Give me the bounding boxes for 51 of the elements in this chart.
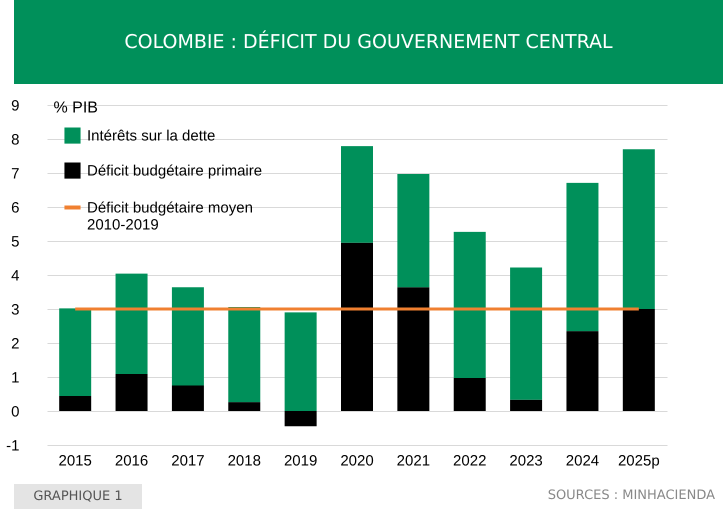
bar (341, 146, 373, 243)
bar (59, 308, 92, 396)
x-tick-label: 2015 (58, 452, 92, 470)
y-tick-label: 1 (11, 370, 20, 386)
text: GRAPHIQUE 1 (14, 484, 142, 509)
legend-label: Déficit budgétaire primaire (87, 162, 262, 180)
bar (284, 411, 317, 426)
y-tick-label: 3 (11, 302, 20, 318)
bar (510, 400, 542, 411)
y-tick-label: 8 (11, 132, 20, 148)
bar (172, 386, 204, 411)
y-tick-label: 5 (11, 234, 20, 250)
legend-label: Intérêts sur la dette (87, 128, 216, 144)
bar (566, 331, 598, 411)
x-tick-label: 2018 (228, 452, 261, 470)
x-tick-label: 2024 (566, 452, 600, 470)
x-tick-label: 2022 (453, 452, 486, 470)
y-axis-title: % PIB (54, 100, 98, 116)
bar (454, 232, 486, 378)
y-tick-label: 7 (11, 166, 20, 182)
x-tick-label: 2023 (509, 452, 543, 470)
bar (116, 274, 148, 374)
bar (341, 242, 373, 411)
y-tick-label: -1 (6, 438, 20, 454)
source-note: SOURCES : MINHACIENDA (548, 488, 715, 503)
bar (228, 306, 260, 402)
bar (566, 182, 598, 332)
x-tick-label: 2020 (340, 452, 374, 470)
x-tick-label: 2021 (396, 452, 430, 470)
bar (397, 287, 430, 411)
y-tick-label: 0 (11, 404, 20, 420)
x-tick-label: 2019 (284, 452, 318, 470)
bar (59, 396, 92, 411)
bar (228, 402, 260, 411)
bar (172, 287, 204, 386)
bar (116, 374, 148, 411)
bar (510, 268, 542, 400)
chart-title: COLOMBIE : DÉFICIT DU GOUVERNEMENT CENTRAL (14, 0, 723, 84)
y-tick-label: 6 (11, 200, 20, 216)
y-tick-label: 2 (11, 336, 20, 352)
y-tick-label: 9 (11, 98, 20, 114)
x-tick-label: 2017 (171, 452, 205, 470)
x-tick-label: 2016 (114, 452, 148, 470)
legend-label: Déficit budgétaire moyen 2010-2019 (87, 200, 253, 234)
x-tick-label: 2025p (618, 452, 660, 470)
bar (397, 174, 430, 288)
bar (622, 149, 655, 309)
bar (284, 312, 317, 411)
bar (454, 378, 486, 411)
y-tick-label: 4 (11, 268, 20, 284)
bar (622, 309, 655, 411)
